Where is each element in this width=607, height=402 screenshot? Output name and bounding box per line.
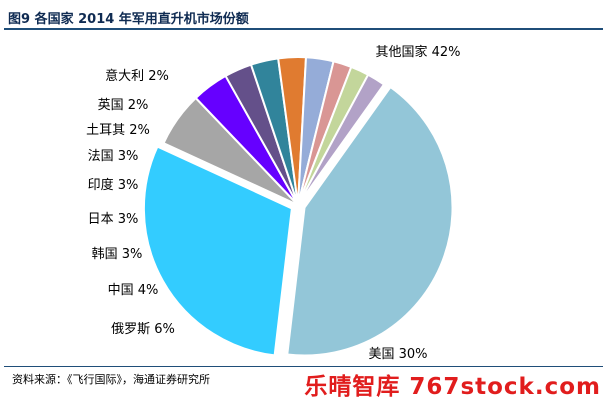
slice-label-3: 中国 4% bbox=[108, 283, 159, 298]
slice-label-4: 韩国 3% bbox=[92, 247, 143, 262]
footer-rule bbox=[4, 366, 603, 367]
slice-label-6: 印度 3% bbox=[88, 177, 139, 193]
slice-label-0: 其他国家 42% bbox=[375, 44, 460, 60]
slice-label-1: 美国 30% bbox=[368, 347, 427, 362]
slice-label-2: 俄罗斯 6% bbox=[111, 322, 175, 337]
slice-label-9: 英国 2% bbox=[98, 98, 149, 113]
figure-title: 图9 各国家 2014 年军用直升机市场份额 bbox=[8, 12, 249, 27]
pie-slice-0 bbox=[286, 85, 454, 357]
pie-slice-1 bbox=[142, 145, 293, 357]
source-note: 资料来源：《飞行国际》，海通证券研究所 bbox=[12, 373, 210, 386]
figure-title-bar: 图9 各国家 2014 年军用直升机市场份额 bbox=[4, 2, 603, 30]
slice-label-10: 意大利 2% bbox=[105, 68, 169, 84]
pie-chart: 其他国家 42% 美国 30% 俄罗斯 6% 中国 4% 韩国 3% 日本 3% 印度 3%… bbox=[86, 44, 460, 362]
pie-labels: 其他国家 42% 美国 30% 俄罗斯 6% 中国 4% 韩国 3% 日本 3% 印度 3%… bbox=[86, 44, 460, 362]
slice-label-8: 土耳其 2% bbox=[86, 123, 150, 138]
pie-slices bbox=[142, 56, 454, 357]
pie-slice-10 bbox=[297, 73, 386, 206]
slice-label-5: 日本 3% bbox=[88, 212, 139, 227]
watermark: 乐晴智库 767stock.com bbox=[304, 374, 601, 400]
slice-label-7: 法国 3% bbox=[88, 149, 139, 164]
